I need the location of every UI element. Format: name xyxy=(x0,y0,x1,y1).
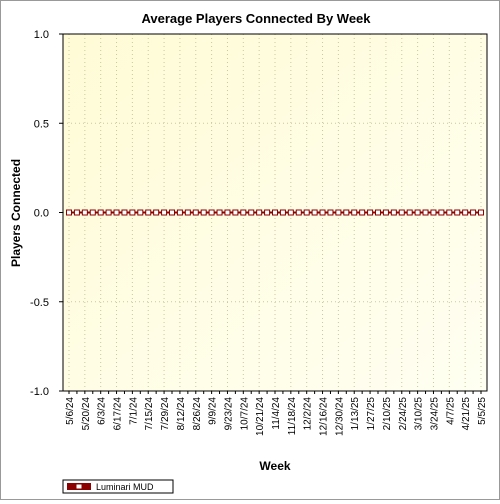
data-point xyxy=(272,209,278,216)
data-point xyxy=(129,209,136,216)
data-point xyxy=(430,209,437,216)
data-point xyxy=(200,209,207,216)
y-tick-label: -1.0 xyxy=(30,386,49,398)
x-tick-label: 12/30/24 xyxy=(334,397,345,436)
y-tick-label: 1.0 xyxy=(34,29,49,41)
x-tick-label: 11/4/24 xyxy=(271,397,282,430)
x-tick-label: 5/20/24 xyxy=(81,397,92,431)
data-point xyxy=(406,209,413,216)
series-layer xyxy=(66,209,484,216)
data-point xyxy=(351,209,358,216)
legend: Luminari MUD xyxy=(62,479,174,494)
x-tick-label: 7/29/24 xyxy=(160,397,171,431)
x-tick-label: 1/13/25 xyxy=(350,397,361,431)
data-point xyxy=(279,209,286,216)
x-tick-label: 5/6/24 xyxy=(65,397,76,425)
data-point xyxy=(66,209,72,216)
data-point xyxy=(478,209,484,216)
data-point xyxy=(256,209,263,216)
x-tick-label: 2/10/25 xyxy=(382,397,393,431)
y-axis: 1.0 0.5 0.0 -0.5 -1.0 xyxy=(30,29,63,398)
y-tick-label: -0.5 xyxy=(30,297,49,309)
x-tick-label: 6/3/24 xyxy=(97,397,108,425)
data-point xyxy=(367,209,374,216)
legend-swatch xyxy=(67,483,91,490)
data-point xyxy=(422,209,429,216)
data-point xyxy=(161,209,168,216)
data-point xyxy=(375,209,381,216)
data-point xyxy=(169,209,175,216)
x-tick-label: 3/24/25 xyxy=(429,397,440,431)
data-point xyxy=(232,209,239,216)
data-point xyxy=(137,209,144,216)
data-point xyxy=(343,209,350,216)
x-tick-label: 4/21/25 xyxy=(461,397,472,431)
x-tick-label: 8/12/24 xyxy=(176,397,187,431)
data-point xyxy=(81,209,88,216)
data-point xyxy=(470,209,477,216)
data-point xyxy=(327,209,334,216)
x-tick-label: 3/10/25 xyxy=(414,397,425,431)
x-tick-label: 6/17/24 xyxy=(113,397,124,431)
y-tick-label: 0.5 xyxy=(34,118,49,130)
data-point xyxy=(382,209,389,216)
data-point xyxy=(446,209,453,216)
x-tick-label: 1/27/25 xyxy=(366,397,377,431)
x-tick-label: 9/23/24 xyxy=(223,397,234,431)
x-tick-label: 10/21/24 xyxy=(255,397,266,436)
data-point xyxy=(398,209,405,216)
data-point xyxy=(303,209,310,216)
data-point xyxy=(113,209,120,216)
data-point xyxy=(89,209,96,216)
x-tick-label: 9/9/24 xyxy=(208,397,219,425)
data-point xyxy=(216,209,223,216)
data-point xyxy=(97,209,104,216)
x-tick-label: 8/26/24 xyxy=(192,397,203,431)
data-point xyxy=(145,209,152,216)
data-point xyxy=(176,209,183,216)
x-tick-label: 2/24/25 xyxy=(398,397,409,431)
data-point xyxy=(390,209,397,216)
data-point xyxy=(240,209,247,216)
x-tick-label: 5/5/25 xyxy=(477,397,488,425)
data-point xyxy=(319,209,326,216)
data-point xyxy=(184,209,191,216)
data-point xyxy=(264,209,271,216)
data-point xyxy=(359,209,366,216)
data-point xyxy=(224,209,231,216)
data-point xyxy=(105,209,112,216)
x-tick-label: 4/7/25 xyxy=(445,397,456,425)
data-point xyxy=(192,209,199,216)
chart-title: Average Players Connected By Week xyxy=(141,11,371,26)
x-tick-label: 10/7/24 xyxy=(239,397,250,431)
data-point xyxy=(287,209,294,216)
x-tick-label: 7/1/24 xyxy=(128,397,139,425)
x-tick-label: 7/15/24 xyxy=(144,397,155,431)
data-point xyxy=(73,209,80,216)
y-axis-label: Players Connected xyxy=(9,159,23,267)
data-point xyxy=(454,209,461,216)
legend-swatch-marker xyxy=(75,483,83,490)
y-tick-label: 0.0 xyxy=(34,208,49,220)
data-point xyxy=(248,209,255,216)
data-point xyxy=(208,209,215,216)
data-point xyxy=(295,209,302,216)
data-point xyxy=(121,209,128,216)
data-point xyxy=(438,209,445,216)
data-point xyxy=(414,209,421,216)
data-point xyxy=(311,209,318,216)
data-point xyxy=(462,209,469,216)
data-point xyxy=(153,209,160,216)
x-tick-label: 11/18/24 xyxy=(287,397,298,436)
x-tick-label: 12/2/24 xyxy=(303,397,314,431)
data-point xyxy=(335,209,342,216)
x-tick-label: 12/16/24 xyxy=(319,397,330,436)
x-axis: 5/6/24 5/20/24 6/3/24 6/17/24 7/1/24 7/15/24 7… xyxy=(65,391,488,436)
legend-label: Luminari MUD xyxy=(96,482,154,492)
x-axis-label: Week xyxy=(259,459,290,473)
